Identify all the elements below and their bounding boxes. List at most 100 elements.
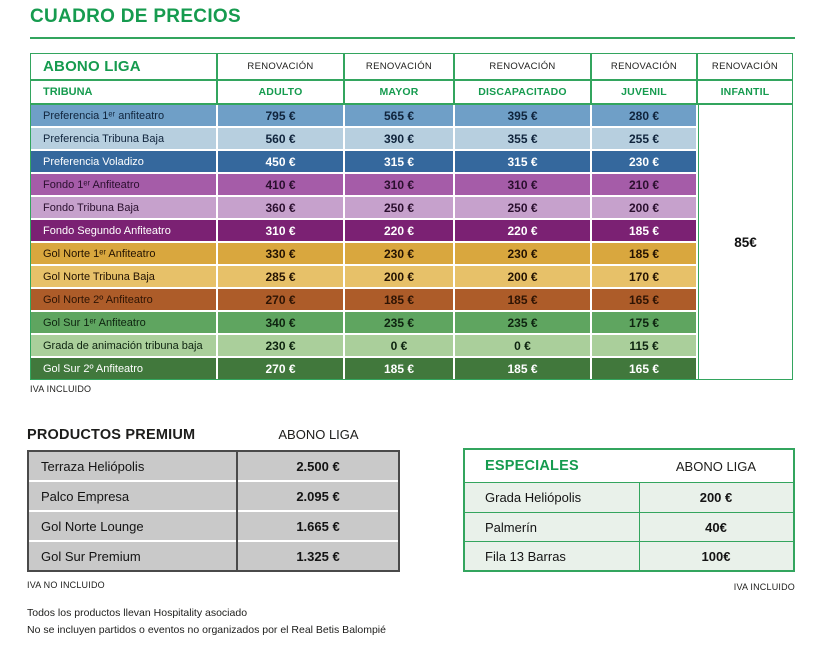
footnotes: Todos los productos llevan Hospitality a… [27, 605, 386, 639]
price-cell: 565 € [345, 105, 453, 126]
especiales-product-label: Fila 13 Barras [485, 548, 566, 564]
column-header-adulto: ADULTO [218, 81, 343, 103]
price-cell: 230 € [218, 335, 343, 356]
especiales-header: ESPECIALES ABONO LIGA [465, 450, 793, 483]
price-cell: 795 € [218, 105, 343, 126]
premium-header-row: PRODUCTOS PREMIUM ABONO LIGA [27, 427, 400, 445]
zone-label: Gol Norte 2º Anfiteatro [31, 289, 216, 310]
price-cell: 285 € [218, 266, 343, 287]
premium-product-price: 1.325 € [238, 542, 398, 570]
price-cell: 410 € [218, 174, 343, 195]
premium-table: Terraza Heliópolis 2.500 € Palco Empresa 2.… [27, 450, 400, 572]
especiales-product-price: 40€ [705, 519, 727, 535]
especiales-row: Palmerín 40€ [465, 512, 793, 541]
especiales-product-price: 100€ [701, 548, 731, 564]
price-cell: 310 € [218, 220, 343, 241]
premium-product-price: 2.500 € [238, 452, 398, 480]
price-cell: 310 € [455, 174, 590, 195]
column-group-renovacion: RENOVACIÓN [345, 54, 453, 79]
price-cell: 270 € [218, 289, 343, 310]
price-cell: 280 € [592, 105, 696, 126]
price-cell: 235 € [455, 312, 590, 333]
price-cell: 115 € [592, 335, 696, 356]
price-cell: 200 € [345, 266, 453, 287]
title-underline [30, 37, 795, 39]
price-cell: 395 € [455, 105, 590, 126]
footnote-partidos: No se incluyen partidos o eventos no org… [27, 624, 386, 636]
column-header-discapacitado: DISCAPACITADO [455, 81, 590, 103]
especiales-product-price: 200 € [699, 490, 733, 505]
especiales-section-title: ESPECIALES [485, 458, 579, 474]
premium-table-body: Terraza Heliópolis 2.500 € Palco Empresa 2.… [29, 452, 398, 570]
price-cell: 185 € [592, 220, 696, 241]
price-cell: 230 € [455, 243, 590, 264]
zone-label: Preferencia Voladizo [31, 151, 216, 172]
infantil-price-cell: 85€ [698, 105, 792, 379]
premium-column-divider [236, 452, 238, 570]
premium-column-label: ABONO LIGA [278, 427, 359, 442]
price-cell: 250 € [345, 197, 453, 218]
price-cell: 185 € [592, 243, 696, 264]
price-cell: 210 € [592, 174, 696, 195]
especiales-table-body: Grada Heliópolis 200 € Palmerín 40€ Fila 13 … [465, 483, 793, 570]
footnote-hospitality: Todos los productos llevan Hospitality a… [27, 607, 248, 619]
zone-label: Grada de animación tribuna baja [31, 335, 216, 356]
table-corner-label: ABONO LIGA [31, 54, 216, 79]
zone-label: Fondo Tribuna Baja [31, 197, 216, 218]
price-cell: 0 € [455, 335, 590, 356]
column-header-mayor: MAYOR [345, 81, 453, 103]
price-cell: 185 € [345, 289, 453, 310]
especiales-row: Grada Heliópolis 200 € [465, 483, 793, 512]
column-group-renovacion: RENOVACIÓN [592, 54, 696, 79]
price-cell: 185 € [345, 358, 453, 379]
price-cell: 355 € [455, 128, 590, 149]
price-cell: 185 € [455, 289, 590, 310]
premium-product-label: Terraza Heliópolis [29, 452, 236, 480]
column-group-renovacion: RENOVACIÓN [455, 54, 590, 79]
premium-product-label: Gol Norte Lounge [29, 512, 236, 540]
price-cell: 235 € [345, 312, 453, 333]
price-cell: 165 € [592, 358, 696, 379]
main-table-tax-note: IVA INCLUIDO [30, 384, 92, 394]
price-cell: 230 € [592, 151, 696, 172]
premium-product-label: Palco Empresa [29, 482, 236, 510]
price-cell: 200 € [592, 197, 696, 218]
price-cell: 270 € [218, 358, 343, 379]
price-cell: 450 € [218, 151, 343, 172]
especiales-product-label: Grada Heliópolis [485, 490, 582, 505]
price-cell: 185 € [455, 358, 590, 379]
zone-label: Gol Sur 2º Anfiteatro [31, 358, 216, 379]
zone-label: Fondo Segundo Anfiteatro [31, 220, 216, 241]
zone-label: Gol Norte 1ᵉʳ Anfiteatro [31, 243, 216, 264]
zone-label: Gol Norte Tribuna Baja [31, 266, 216, 287]
row-header-tribuna: TRIBUNA [31, 81, 216, 103]
column-header-infantil: INFANTIL [698, 81, 792, 103]
price-table-body: 85€ Preferencia 1ᵉʳ anfiteatro 795 €565 €3… [31, 105, 792, 379]
premium-product-label: Gol Sur Premium [29, 542, 236, 570]
price-cell: 255 € [592, 128, 696, 149]
price-cell: 165 € [592, 289, 696, 310]
abono-liga-price-table: ABONO LIGA RENOVACIÓN RENOVACIÓN RENOVAC… [30, 53, 793, 380]
price-cell: 220 € [455, 220, 590, 241]
price-cell: 360 € [218, 197, 343, 218]
especiales-row: Fila 13 Barras 100€ [465, 541, 793, 570]
especiales-column-label: ABONO LIGA [675, 458, 757, 474]
price-cell: 200 € [455, 266, 590, 287]
zone-label: Gol Sur 1ᵉʳ Anfiteatro [31, 312, 216, 333]
price-cell: 220 € [345, 220, 453, 241]
zone-label: Preferencia Tribuna Baja [31, 128, 216, 149]
zone-label: Fondo 1ᵉʳ Anfiteatro [31, 174, 216, 195]
especiales-product-label: Palmerín [485, 519, 538, 535]
price-cell: 170 € [592, 266, 696, 287]
price-cell: 315 € [345, 151, 453, 172]
page-title: CUADRO DE PRECIOS [30, 6, 241, 27]
price-cell: 230 € [345, 243, 453, 264]
zone-label: Preferencia 1ᵉʳ anfiteatro [31, 105, 216, 126]
especiales-table: ESPECIALES ABONO LIGA Grada Heliópolis 20… [463, 448, 795, 572]
price-cell: 390 € [345, 128, 453, 149]
price-table-header: ABONO LIGA RENOVACIÓN RENOVACIÓN RENOVAC… [31, 54, 792, 105]
column-group-renovacion: RENOVACIÓN [698, 54, 792, 79]
column-header-juvenil: JUVENIL [592, 81, 696, 103]
price-cell: 175 € [592, 312, 696, 333]
premium-tax-note: IVA NO INCLUIDO [27, 580, 105, 590]
